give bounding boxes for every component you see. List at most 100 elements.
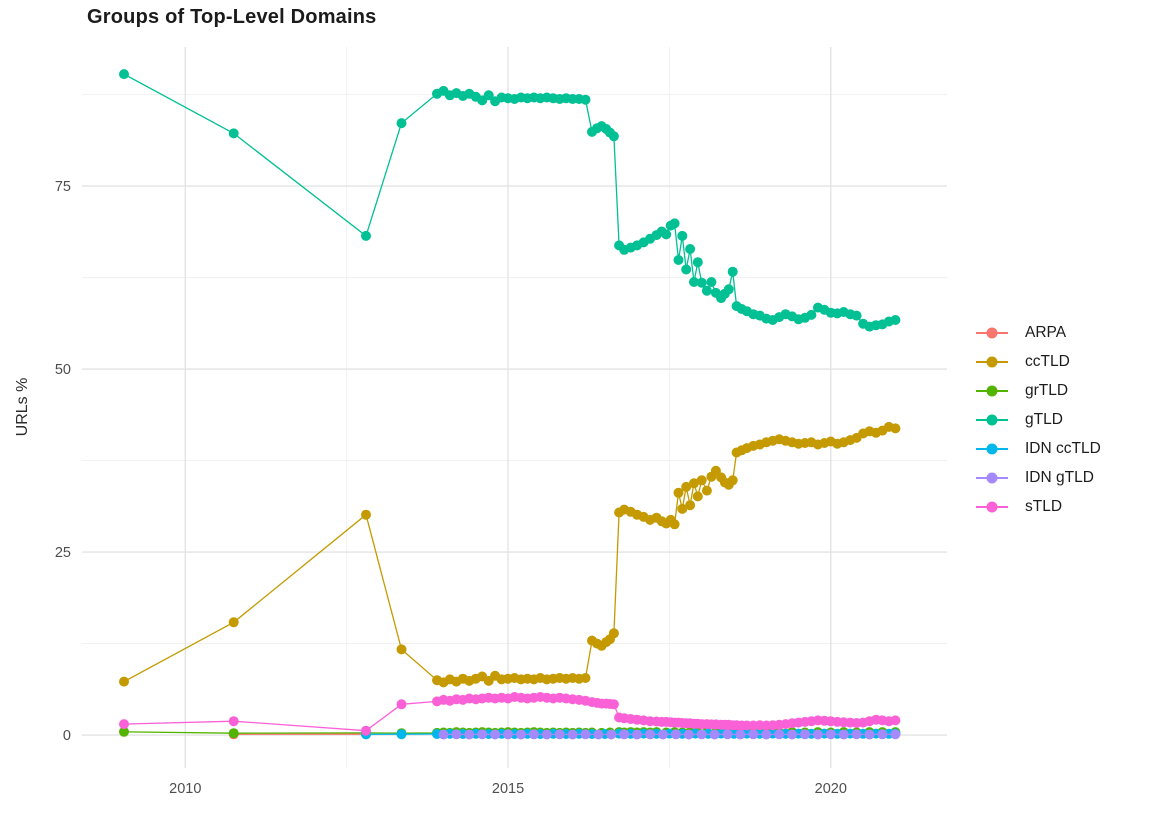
data-point <box>396 729 407 740</box>
data-point <box>645 729 656 740</box>
data-point <box>438 729 449 740</box>
data-point <box>696 277 707 288</box>
data-point <box>396 699 407 710</box>
data-point <box>681 264 692 275</box>
x-tick-label: 2010 <box>169 781 201 797</box>
y-tick-label: 50 <box>55 362 71 378</box>
series-cctld <box>119 421 901 688</box>
data-point <box>851 310 862 321</box>
data-point <box>451 729 462 740</box>
data-point <box>723 284 734 295</box>
legend-item-label: ccTLD <box>1025 352 1070 370</box>
data-point <box>361 230 371 241</box>
legend-key-icon <box>976 472 1008 483</box>
data-point <box>748 729 759 740</box>
gridlines-major <box>82 47 947 768</box>
data-point <box>396 644 407 655</box>
data-point <box>361 509 371 520</box>
data-point <box>528 729 539 740</box>
legend-key-dot <box>986 327 998 338</box>
data-point <box>696 475 707 486</box>
data-point <box>677 503 688 514</box>
data-point <box>838 729 849 740</box>
data-point <box>806 309 817 320</box>
data-point <box>864 729 875 740</box>
data-point <box>567 729 578 740</box>
data-point <box>661 229 672 240</box>
data-point <box>483 90 494 101</box>
data-point <box>701 485 712 496</box>
data-point <box>580 673 591 683</box>
legend: ARPA ccTLD grTLD gTLD IDN ccTLD IDN gTLD sTLD <box>976 318 1101 521</box>
legend-key-icon <box>976 385 1008 396</box>
legend-key-icon <box>976 414 1008 425</box>
data-point <box>669 218 680 229</box>
legend-item-idn-gtld: IDN gTLD <box>976 463 1101 492</box>
data-point <box>464 729 475 740</box>
series-arpa <box>228 729 371 740</box>
series-gtld <box>119 69 901 332</box>
data-point <box>119 69 129 80</box>
data-point <box>709 729 720 740</box>
data-point <box>361 725 371 736</box>
legend-key-icon <box>976 327 1008 338</box>
data-point <box>774 729 785 740</box>
data-point <box>727 475 738 486</box>
data-point <box>692 257 703 268</box>
data-point <box>692 491 703 502</box>
data-point <box>689 277 699 287</box>
data-point <box>696 729 707 740</box>
legend-item-label: IDN gTLD <box>1025 468 1094 486</box>
data-point <box>658 729 668 740</box>
data-point <box>673 487 684 498</box>
legend-key-dot <box>986 385 998 396</box>
data-point <box>477 729 488 740</box>
x-tick-label: 2015 <box>492 781 524 797</box>
data-point <box>706 277 717 287</box>
data-point <box>685 244 696 254</box>
series-line-cctld <box>123 426 896 684</box>
legend-key-icon <box>976 443 1008 454</box>
legend-item-arpa: ARPA <box>976 318 1101 347</box>
legend-item-grtld: grTLD <box>976 376 1101 405</box>
data-point <box>689 478 699 489</box>
data-point <box>490 729 501 740</box>
series-line-gtld <box>123 73 896 328</box>
data-point <box>681 481 692 492</box>
data-point <box>632 729 643 740</box>
x-tick-label: 2020 <box>815 781 847 797</box>
data-point <box>228 128 239 139</box>
legend-key-dot <box>986 472 998 483</box>
data-point <box>890 715 901 726</box>
data-point <box>761 729 772 740</box>
data-point <box>580 94 591 105</box>
data-point <box>593 729 604 740</box>
legend-key-dot <box>986 414 998 425</box>
data-point <box>119 726 129 737</box>
legend-item-gtld: gTLD <box>976 405 1101 434</box>
data-point <box>727 266 738 277</box>
data-point <box>685 500 696 511</box>
y-tick-label: 75 <box>55 179 71 195</box>
data-point <box>608 699 619 710</box>
data-point <box>619 729 630 740</box>
data-point <box>503 729 513 740</box>
data-point <box>890 729 901 740</box>
legend-item-label: gTLD <box>1025 410 1063 428</box>
gridlines-minor <box>82 47 947 768</box>
data-point <box>877 729 888 740</box>
series-idn-gtld <box>438 729 901 740</box>
data-point <box>516 729 526 740</box>
chart-title: Groups of Top-Level Domains <box>87 6 377 28</box>
legend-key-dot <box>986 501 998 512</box>
data-point <box>851 729 862 740</box>
data-point <box>825 729 836 740</box>
data-point <box>396 118 407 129</box>
legend-item-stld: sTLD <box>976 492 1101 521</box>
legend-item-label: IDN ccTLD <box>1025 439 1101 457</box>
data-point <box>541 729 552 740</box>
series-stld <box>119 692 901 736</box>
y-tick-label: 25 <box>55 545 71 561</box>
data-point <box>608 628 619 639</box>
data-point <box>735 729 746 740</box>
